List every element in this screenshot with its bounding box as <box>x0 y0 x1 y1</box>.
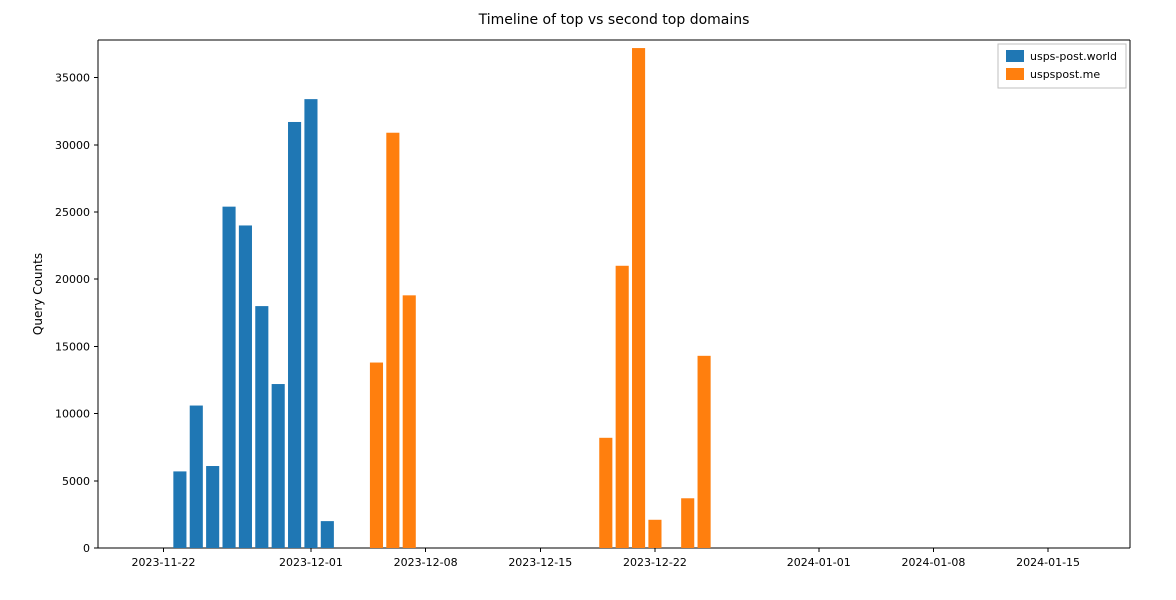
chart-title: Timeline of top vs second top domains <box>478 12 750 28</box>
bar <box>239 225 252 548</box>
x-tick-label: 2023-12-08 <box>394 556 458 569</box>
bar <box>403 295 416 548</box>
bar <box>599 438 612 548</box>
chart-container: 0 5000 10000 15000 20000 25000 30000 35000 2023-… <box>0 0 1176 600</box>
legend-swatch <box>1006 68 1024 80</box>
legend-label: uspspost.me <box>1030 68 1100 81</box>
y-tick-label: 25000 <box>55 206 90 219</box>
x-tick-label: 2023-12-15 <box>508 556 572 569</box>
y-tick-label: 0 <box>83 542 90 555</box>
x-tick-label: 2023-11-22 <box>132 556 196 569</box>
legend-label: usps-post.world <box>1030 50 1117 63</box>
bar <box>206 466 219 548</box>
y-tick-label: 35000 <box>55 72 90 85</box>
x-tick-label: 2024-01-01 <box>787 556 851 569</box>
bar <box>288 122 301 548</box>
y-tick-label: 20000 <box>55 273 90 286</box>
bar <box>698 356 711 548</box>
timeline-bar-chart: 0 5000 10000 15000 20000 25000 30000 35000 2023-… <box>0 0 1176 600</box>
bar <box>386 133 399 548</box>
bar <box>272 384 285 548</box>
y-tick-label: 10000 <box>55 408 90 421</box>
bar <box>632 48 645 548</box>
y-tick-label: 15000 <box>55 340 90 353</box>
legend-swatch <box>1006 50 1024 62</box>
y-tick-label: 30000 <box>55 139 90 152</box>
y-axis-label: Query Counts <box>31 253 45 335</box>
bar <box>255 306 268 548</box>
bar <box>223 207 236 548</box>
bar <box>648 520 661 548</box>
bar <box>321 521 334 548</box>
bar <box>304 99 317 548</box>
bar <box>173 471 186 548</box>
bar <box>370 363 383 548</box>
x-tick-label: 2024-01-15 <box>1016 556 1080 569</box>
bar <box>681 498 694 548</box>
x-tick-label: 2023-12-01 <box>279 556 343 569</box>
x-tick-label: 2023-12-22 <box>623 556 687 569</box>
y-tick-label: 5000 <box>62 475 90 488</box>
bar <box>190 406 203 548</box>
x-tick-label: 2024-01-08 <box>901 556 965 569</box>
bar <box>616 266 629 548</box>
